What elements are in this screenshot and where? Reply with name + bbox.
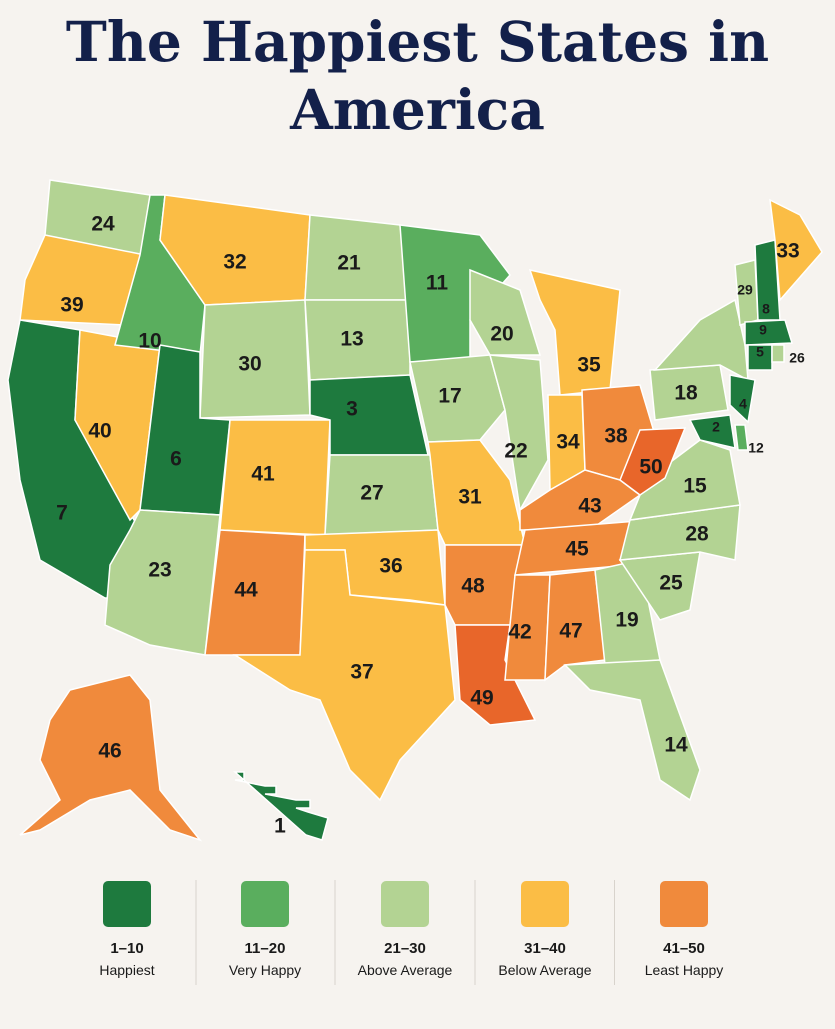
state-rank: 15: [683, 475, 707, 498]
state-rank: 47: [559, 620, 582, 643]
state-rank: 17: [438, 385, 461, 408]
state: [233, 771, 329, 841]
state: [469, 268, 542, 356]
state-rank: 9: [759, 322, 767, 338]
state: [504, 574, 551, 681]
state-rank: 33: [776, 240, 799, 263]
state-rank: 10: [138, 330, 161, 353]
state-rank: 35: [577, 354, 601, 377]
state-rank: 48: [461, 575, 485, 598]
state: [219, 419, 331, 536]
state: [771, 344, 785, 363]
state-rank: 28: [685, 523, 709, 546]
state: [19, 674, 203, 842]
state: [734, 424, 749, 451]
legend-label: Below Average: [498, 962, 591, 978]
state-rank: 13: [340, 328, 363, 351]
state-rank: 21: [337, 252, 361, 275]
legend-range: 11–20: [245, 940, 286, 957]
state-rank: 42: [508, 621, 531, 644]
state-rank: 27: [360, 482, 383, 505]
state-rank: 19: [615, 609, 638, 632]
legend-swatch: [521, 881, 569, 927]
state-rank: 18: [674, 382, 698, 405]
legend-range: 31–40: [524, 940, 566, 957]
state-rank: 5: [756, 344, 764, 360]
state-rank: 44: [234, 579, 258, 602]
state-rank: 26: [789, 350, 805, 366]
legend-swatch: [381, 881, 429, 927]
legend-swatch: [103, 881, 151, 927]
state: [104, 509, 221, 656]
legend-label: Happiest: [99, 962, 154, 978]
state: [744, 319, 793, 346]
state: [19, 234, 146, 326]
state-rank: 41: [251, 463, 275, 486]
state-rank: 23: [148, 559, 171, 582]
legend-swatch: [660, 881, 708, 927]
state-rank: 40: [88, 420, 111, 443]
state-rank: 49: [470, 687, 493, 710]
state-rank: 32: [223, 251, 246, 274]
state-rank: 45: [565, 538, 589, 561]
state-rank: 46: [98, 740, 121, 763]
state-rank: 3: [346, 398, 358, 421]
legend-label: Very Happy: [229, 962, 301, 978]
state-rank: 25: [659, 572, 683, 595]
state: [747, 344, 773, 371]
state-rank: 30: [238, 353, 261, 376]
state-rank: 22: [504, 440, 527, 463]
state-rank: 34: [556, 431, 580, 454]
state-rank: 38: [604, 425, 628, 448]
state: [769, 198, 823, 302]
legend-range: 1–10: [110, 940, 143, 957]
state-rank: 2: [712, 419, 720, 435]
state-rank: 20: [490, 323, 513, 346]
state-rank: 50: [639, 456, 662, 479]
state: [528, 268, 621, 396]
state-rank: 24: [91, 213, 115, 236]
legend-swatch: [241, 881, 289, 927]
title: The Happiest States in America: [65, 9, 770, 142]
state-rank: 31: [458, 486, 482, 509]
legend-range: 21–30: [384, 940, 426, 957]
state-rank: 1: [274, 815, 286, 838]
state: [544, 569, 606, 682]
state: [729, 374, 756, 424]
state-rank: 43: [578, 495, 601, 518]
state-rank: 4: [739, 396, 747, 412]
legend-label: Above Average: [358, 962, 453, 978]
legend-label: Least Happy: [645, 962, 724, 978]
state-rank: 7: [56, 502, 68, 525]
state-rank: 29: [737, 282, 753, 298]
state: [619, 427, 687, 496]
state-rank: 37: [350, 661, 373, 684]
state-rank: 36: [379, 555, 402, 578]
state-rank: 14: [664, 734, 688, 757]
state: [409, 354, 506, 443]
state: [488, 354, 549, 513]
legend-range: 41–50: [663, 940, 705, 957]
state: [232, 549, 456, 802]
state-rank: 8: [762, 301, 770, 317]
state: [688, 414, 736, 449]
state-rank: 12: [748, 440, 764, 456]
state-rank: 6: [170, 448, 182, 471]
state-rank: 11: [426, 272, 449, 295]
state: [563, 659, 701, 802]
state-rank: 39: [60, 294, 83, 317]
